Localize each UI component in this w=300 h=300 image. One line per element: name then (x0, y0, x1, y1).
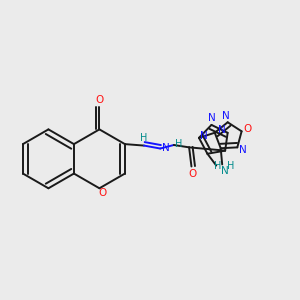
Text: N: N (221, 166, 228, 176)
Text: O: O (243, 124, 252, 134)
Text: N: N (222, 111, 230, 122)
Text: N: N (208, 113, 215, 123)
Text: O: O (188, 169, 196, 179)
Text: H: H (214, 161, 221, 171)
Text: O: O (99, 188, 107, 198)
Text: H: H (175, 139, 182, 149)
Text: H: H (227, 161, 235, 171)
Text: O: O (95, 95, 104, 105)
Text: N: N (239, 145, 247, 155)
Text: H: H (140, 133, 148, 143)
Text: N: N (200, 130, 208, 140)
Text: N: N (218, 125, 226, 135)
Text: N: N (162, 143, 170, 153)
